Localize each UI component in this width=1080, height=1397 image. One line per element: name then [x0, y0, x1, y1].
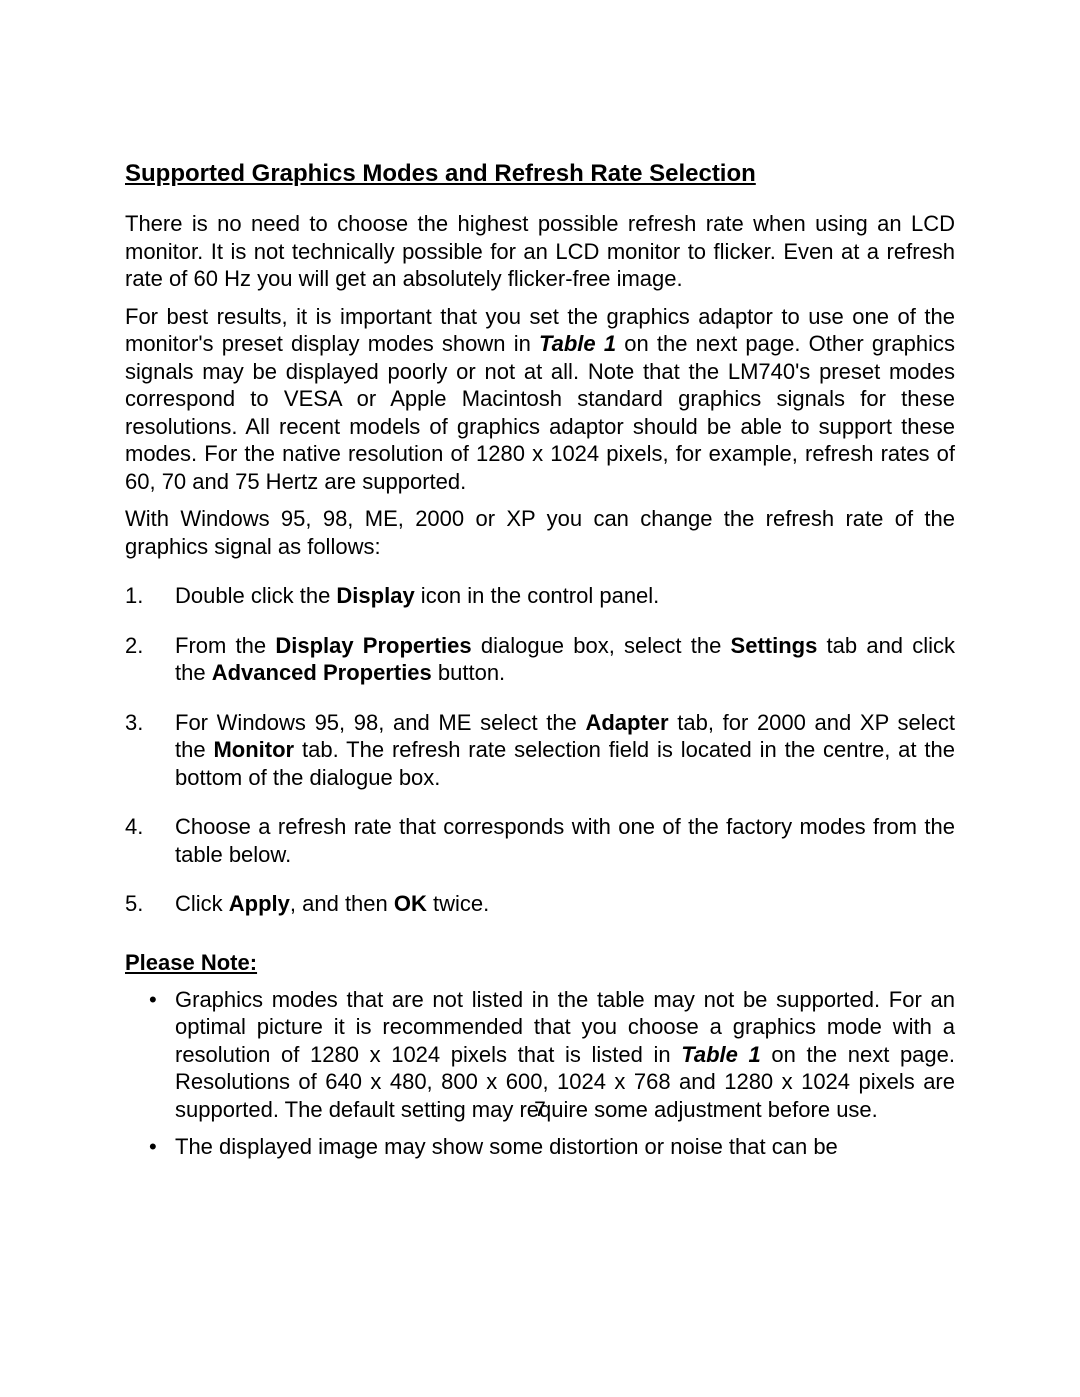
step-2: 2. From the Display Properties dialogue … [125, 632, 955, 687]
step-3-bold-monitor: Monitor [213, 737, 294, 762]
note-bullet-2-text: The displayed image may show some distor… [175, 1134, 838, 1159]
step-1-bold-display: Display [336, 583, 414, 608]
step-4-number: 4. [125, 813, 143, 841]
step-3: 3. For Windows 95, 98, and ME select the… [125, 709, 955, 792]
document-page: Supported Graphics Modes and Refresh Rat… [0, 0, 1080, 1161]
step-5-text-a: Click [175, 891, 229, 916]
step-4-text: Choose a refresh rate that corresponds w… [175, 814, 955, 867]
step-5-number: 5. [125, 890, 143, 918]
please-note-list: Graphics modes that are not listed in th… [149, 986, 955, 1161]
step-2-text-b: dialogue box, select the [472, 633, 731, 658]
paragraph-1: There is no need to choose the highest p… [125, 210, 955, 293]
step-5-bold-apply: Apply [229, 891, 290, 916]
step-1: 1. Double click the Display icon in the … [125, 582, 955, 610]
step-2-text-a: From the [175, 633, 275, 658]
step-5-text-c: twice. [427, 891, 489, 916]
step-2-bold-advanced-properties: Advanced Properties [212, 660, 432, 685]
section-heading: Supported Graphics Modes and Refresh Rat… [125, 160, 955, 188]
step-2-bold-settings: Settings [731, 633, 818, 658]
paragraph-3: With Windows 95, 98, ME, 2000 or XP you … [125, 505, 955, 560]
step-5: 5. Click Apply, and then OK twice. [125, 890, 955, 918]
note-bullet-2: The displayed image may show some distor… [149, 1133, 955, 1161]
table-1-ref: Table 1 [539, 331, 616, 356]
step-2-number: 2. [125, 632, 143, 660]
step-3-bold-adapter: Adapter [585, 710, 668, 735]
step-4: 4. Choose a refresh rate that correspond… [125, 813, 955, 868]
note-bullet-1-table-ref: Table 1 [681, 1042, 761, 1067]
step-2-bold-display-properties: Display Properties [275, 633, 471, 658]
steps-list: 1. Double click the Display icon in the … [125, 582, 955, 918]
step-5-bold-ok: OK [394, 891, 427, 916]
paragraph-2: For best results, it is important that y… [125, 303, 955, 496]
step-1-text-b: icon in the control panel. [415, 583, 660, 608]
step-3-number: 3. [125, 709, 143, 737]
step-5-text-b: , and then [290, 891, 394, 916]
step-3-text-a: For Windows 95, 98, and ME select the [175, 710, 585, 735]
page-number: 7 [0, 1098, 1080, 1122]
please-note-heading: Please Note: [125, 950, 955, 976]
step-2-text-d: button. [432, 660, 505, 685]
step-1-number: 1. [125, 582, 143, 610]
step-1-text-a: Double click the [175, 583, 336, 608]
